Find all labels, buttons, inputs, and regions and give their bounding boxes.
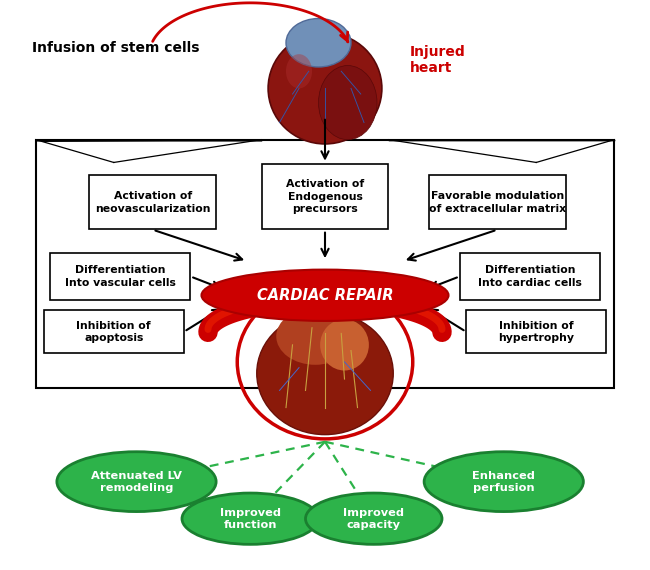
FancyBboxPatch shape <box>429 176 566 229</box>
Text: Activation of
Endogenous
precursors: Activation of Endogenous precursors <box>286 179 364 214</box>
Text: Improved
function: Improved function <box>220 508 281 530</box>
Ellipse shape <box>306 493 442 544</box>
Text: Enhanced
perfusion: Enhanced perfusion <box>473 471 535 492</box>
Text: Injured
heart: Injured heart <box>410 45 465 75</box>
Ellipse shape <box>286 54 312 88</box>
FancyBboxPatch shape <box>466 310 606 353</box>
Ellipse shape <box>182 493 318 544</box>
Ellipse shape <box>268 32 382 144</box>
Ellipse shape <box>57 451 216 512</box>
FancyBboxPatch shape <box>51 253 190 300</box>
Text: Improved
capacity: Improved capacity <box>343 508 404 530</box>
Text: Differentiation
Into cardiac cells: Differentiation Into cardiac cells <box>478 265 582 288</box>
Ellipse shape <box>320 319 369 370</box>
Ellipse shape <box>286 18 351 67</box>
FancyBboxPatch shape <box>261 164 388 229</box>
Text: CARDIAC REPAIR: CARDIAC REPAIR <box>257 288 393 303</box>
FancyBboxPatch shape <box>44 310 183 353</box>
Ellipse shape <box>424 451 584 512</box>
Text: Inhibition of
hypertrophy: Inhibition of hypertrophy <box>499 320 574 343</box>
Text: Favorable modulation
of extracellular matrix: Favorable modulation of extracellular ma… <box>429 191 566 214</box>
Text: Inhibition of
apoptosis: Inhibition of apoptosis <box>77 320 151 343</box>
Text: Activation of
neovascularization: Activation of neovascularization <box>95 191 211 214</box>
Text: Infusion of stem cells: Infusion of stem cells <box>32 42 200 55</box>
Ellipse shape <box>318 66 377 140</box>
FancyBboxPatch shape <box>460 253 599 300</box>
Text: Attenuated LV
remodeling: Attenuated LV remodeling <box>91 471 182 492</box>
Ellipse shape <box>202 270 448 321</box>
FancyBboxPatch shape <box>89 176 216 229</box>
Ellipse shape <box>257 312 393 435</box>
Text: Differentiation
Into vascular cells: Differentiation Into vascular cells <box>65 265 176 288</box>
Ellipse shape <box>276 308 354 365</box>
